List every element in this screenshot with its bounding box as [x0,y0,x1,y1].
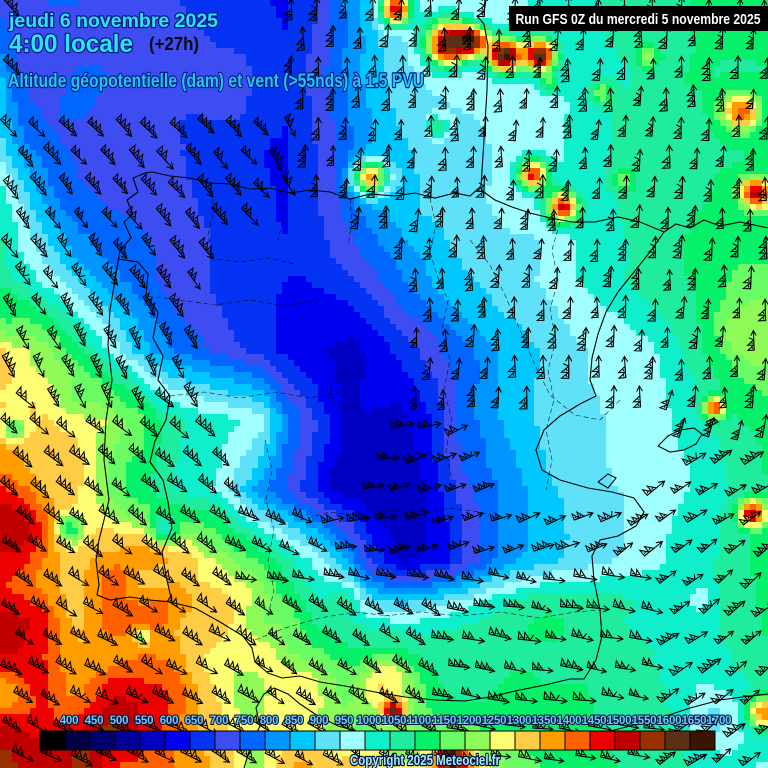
svg-text:1400: 1400 [557,715,582,727]
svg-text:1500: 1500 [607,715,632,727]
svg-text:400: 400 [60,715,79,727]
svg-text:1250: 1250 [482,715,507,727]
svg-text:1150: 1150 [432,715,456,727]
svg-text:1300: 1300 [507,715,532,727]
svg-text:1000: 1000 [357,715,382,727]
svg-text:850: 850 [285,715,304,727]
svg-text:Run GFS 0Z du mercredi 5 novem: Run GFS 0Z du mercredi 5 novembre 2025 [516,11,761,28]
svg-text:550: 550 [135,715,154,727]
svg-text:1600: 1600 [657,715,682,727]
svg-text:900: 900 [310,715,329,727]
svg-text:950: 950 [335,715,354,727]
svg-text:(+27h): (+27h) [149,34,199,54]
svg-text:1550: 1550 [632,715,657,727]
svg-text:Copyright 2025 Meteociel.fr: Copyright 2025 Meteociel.fr [350,752,500,768]
svg-text:700: 700 [210,715,229,727]
svg-text:450: 450 [85,715,104,727]
svg-text:600: 600 [160,715,179,727]
svg-text:4:00 locale: 4:00 locale [9,30,133,58]
svg-text:Altitude géopotentielle (dam): Altitude géopotentielle (dam) et vent (>… [8,71,424,92]
svg-text:500: 500 [110,715,129,727]
svg-text:1100: 1100 [407,715,431,727]
svg-text:750: 750 [235,715,254,727]
svg-text:1200: 1200 [457,715,482,727]
svg-text:1350: 1350 [532,715,557,727]
svg-text:1450: 1450 [582,715,607,727]
svg-text:800: 800 [260,715,279,727]
svg-text:1700: 1700 [707,715,732,727]
svg-text:1050: 1050 [382,715,407,727]
svg-text:jeudi 6 novembre 2025: jeudi 6 novembre 2025 [8,11,218,32]
svg-text:650: 650 [185,715,204,727]
svg-text:1650: 1650 [682,715,707,727]
